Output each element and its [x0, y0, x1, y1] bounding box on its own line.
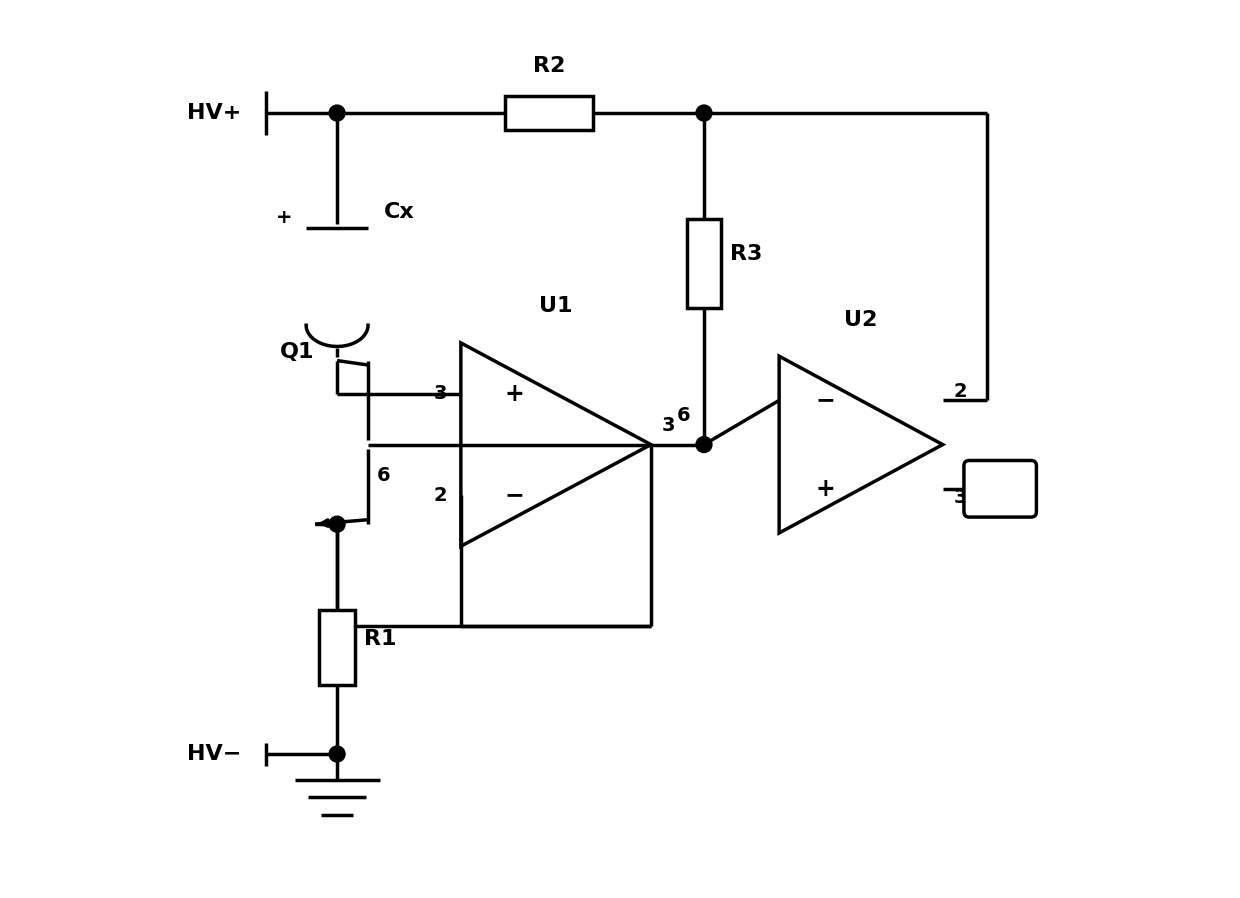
FancyBboxPatch shape: [963, 461, 1037, 517]
Text: Cx: Cx: [384, 202, 414, 222]
Circle shape: [696, 436, 712, 453]
Text: 2: 2: [434, 486, 448, 505]
Text: +: +: [275, 207, 293, 227]
Circle shape: [329, 516, 345, 533]
Text: R1: R1: [363, 629, 396, 649]
Circle shape: [329, 746, 345, 762]
Text: 3: 3: [434, 384, 448, 403]
Bar: [505, 96, 594, 130]
Text: REF: REF: [980, 480, 1021, 498]
Text: R3: R3: [729, 244, 763, 265]
Text: HV+: HV+: [187, 103, 241, 123]
Text: 3: 3: [954, 489, 967, 507]
Text: +: +: [505, 382, 525, 406]
Bar: [687, 219, 720, 307]
Circle shape: [329, 105, 345, 121]
Text: 6: 6: [377, 466, 391, 485]
Circle shape: [696, 105, 712, 121]
Text: Q1: Q1: [279, 342, 314, 362]
Text: −: −: [505, 483, 525, 507]
Text: +: +: [815, 477, 835, 501]
Bar: [320, 611, 355, 685]
Text: −: −: [815, 388, 835, 412]
Text: 3: 3: [662, 416, 675, 435]
Text: 2: 2: [954, 382, 967, 401]
Text: 6: 6: [677, 406, 691, 425]
Text: R2: R2: [533, 56, 565, 76]
Text: U1: U1: [539, 296, 573, 316]
Text: U2: U2: [844, 310, 878, 330]
Text: HV−: HV−: [187, 744, 241, 764]
